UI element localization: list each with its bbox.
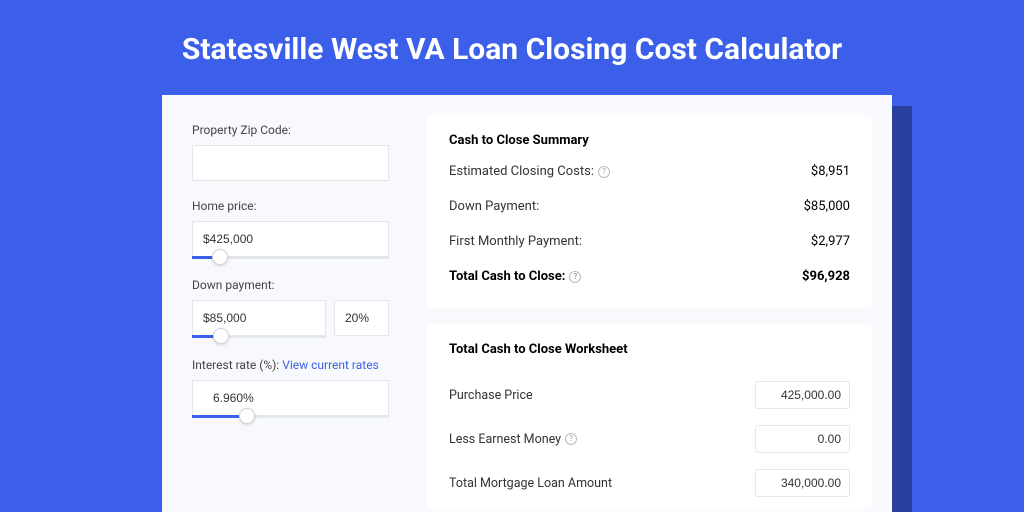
down-payment-pct-input[interactable]	[334, 300, 389, 336]
rate-group: Interest rate (%): View current rates	[192, 358, 389, 416]
summary-row: Down Payment: $85,000	[449, 199, 850, 234]
summary-label: Down Payment:	[449, 199, 539, 214]
slider-thumb[interactable]	[239, 408, 255, 424]
worksheet-label: Total Mortgage Loan Amount	[449, 476, 612, 491]
down-payment-label: Down payment:	[192, 278, 389, 292]
summary-label: Estimated Closing Costs:	[449, 164, 594, 179]
summary-row: First Monthly Payment: $2,977	[449, 234, 850, 269]
help-icon[interactable]: ?	[598, 166, 610, 178]
page-title: Statesville West VA Loan Closing Cost Ca…	[0, 0, 1024, 91]
down-payment-amount-input[interactable]	[192, 300, 326, 336]
worksheet-input[interactable]	[755, 425, 850, 453]
worksheet-row: Total Mortgage Loan Amount	[449, 461, 850, 505]
summary-total-value: $96,928	[802, 269, 850, 284]
help-icon[interactable]: ?	[569, 271, 581, 283]
zip-input[interactable]	[192, 145, 389, 181]
home-price-group: Home price:	[192, 199, 389, 257]
rate-input[interactable]	[192, 380, 389, 416]
view-rates-link[interactable]: View current rates	[282, 358, 379, 372]
worksheet-label: Purchase Price	[449, 388, 533, 403]
summary-value: $85,000	[804, 199, 850, 214]
results-column: Cash to Close Summary Estimated Closing …	[407, 95, 892, 512]
inputs-column: Property Zip Code: Home price: Down paym…	[162, 95, 407, 512]
summary-value: $2,977	[811, 234, 850, 249]
summary-title: Cash to Close Summary	[449, 133, 850, 148]
summary-total-row: Total Cash to Close: ? $96,928	[449, 269, 850, 304]
worksheet-label: Less Earnest Money	[449, 432, 561, 447]
worksheet-card: Total Cash to Close Worksheet Purchase P…	[427, 324, 872, 509]
summary-label: First Monthly Payment:	[449, 234, 582, 249]
summary-row: Estimated Closing Costs: ? $8,951	[449, 164, 850, 199]
slider-thumb[interactable]	[213, 328, 229, 344]
summary-total-label: Total Cash to Close:	[449, 269, 565, 284]
worksheet-row: Purchase Price	[449, 373, 850, 417]
summary-card: Cash to Close Summary Estimated Closing …	[427, 115, 872, 308]
home-price-label: Home price:	[192, 199, 389, 213]
worksheet-row: Less Earnest Money ?	[449, 417, 850, 461]
worksheet-input[interactable]	[755, 469, 850, 497]
slider-thumb[interactable]	[212, 249, 228, 265]
help-icon[interactable]: ?	[565, 433, 577, 445]
rate-label: Interest rate (%):	[192, 358, 282, 372]
summary-value: $8,951	[811, 164, 850, 179]
worksheet-input[interactable]	[755, 381, 850, 409]
calculator-panel: Property Zip Code: Home price: Down paym…	[162, 95, 892, 512]
worksheet-title: Total Cash to Close Worksheet	[449, 342, 850, 357]
zip-label: Property Zip Code:	[192, 123, 389, 137]
down-payment-group: Down payment:	[192, 278, 389, 336]
zip-field-group: Property Zip Code:	[192, 123, 389, 181]
